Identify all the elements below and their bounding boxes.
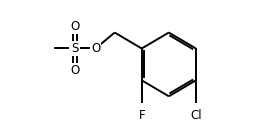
- Text: O: O: [70, 64, 79, 77]
- Text: O: O: [70, 20, 79, 33]
- Text: F: F: [139, 109, 145, 122]
- Text: S: S: [71, 42, 78, 55]
- Text: O: O: [91, 42, 100, 55]
- Text: Cl: Cl: [190, 109, 202, 122]
